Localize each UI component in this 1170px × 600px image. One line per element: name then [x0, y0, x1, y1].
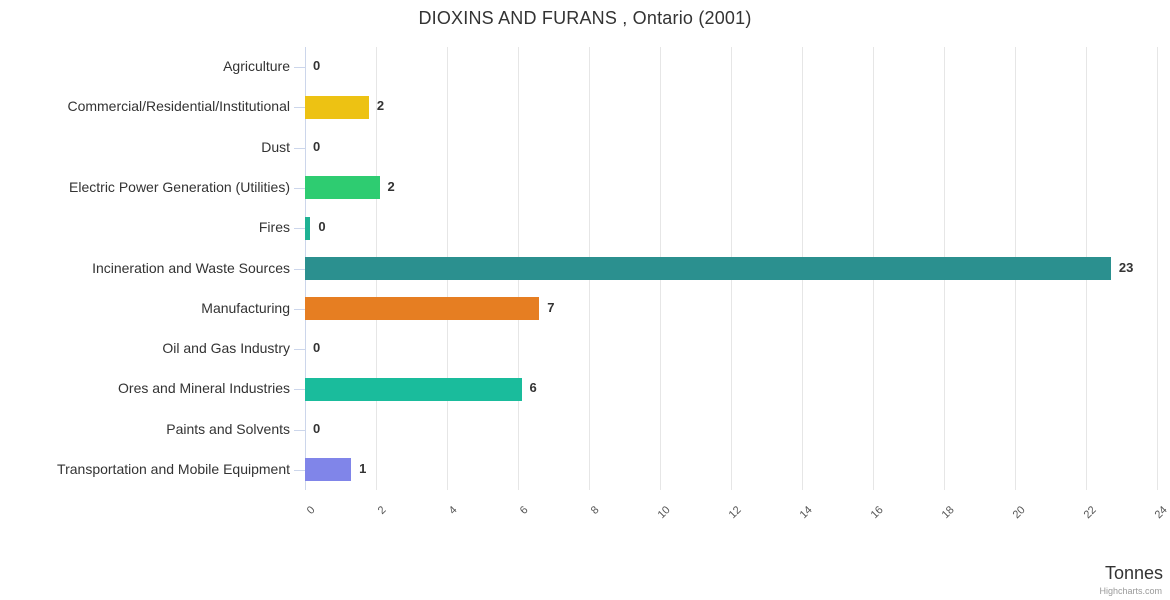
category-label: Paints and Solvents: [166, 420, 290, 437]
data-label: 0: [313, 340, 321, 356]
value-axis-tick-label-text: 14: [797, 504, 815, 522]
bar-manufacturing[interactable]: [305, 297, 540, 321]
category-axis-tick: [294, 228, 305, 230]
highcharts-credits-link[interactable]: Highcharts.com: [1099, 586, 1162, 596]
category-label: Electric Power Generation (Utilities): [69, 178, 290, 195]
value-axis-tick-label-text: 6: [517, 504, 531, 517]
data-label: 0: [318, 219, 326, 235]
category-axis-tick: [294, 389, 305, 391]
value-axis-tick-label-text: 10: [655, 504, 673, 522]
category-axis-tick: [294, 147, 305, 149]
data-label: 7: [547, 299, 555, 315]
data-label: 23: [1118, 259, 1134, 275]
value-axis-tick-label-text: 24: [1152, 504, 1170, 522]
gridline: [1157, 47, 1158, 490]
category-label: Dust: [261, 138, 290, 155]
category-axis-tick: [294, 308, 305, 310]
data-label: 1: [359, 460, 367, 476]
value-axis-tick-label-text: 8: [588, 504, 602, 517]
category-axis-tick: [294, 429, 305, 431]
category-label: Incineration and Waste Sources: [92, 259, 290, 276]
category-label: Agriculture: [223, 58, 290, 75]
value-axis-tick-label-text: 20: [1010, 504, 1028, 522]
category-label: Fires: [258, 219, 290, 236]
bar-commercial-residential-institutional[interactable]: [305, 95, 369, 119]
category-label: Transportation and Mobile Equipment: [57, 460, 290, 477]
category-axis-tick: [294, 268, 305, 270]
category-axis-tick: [294, 349, 305, 351]
value-axis-tick-label-text: 4: [446, 504, 460, 517]
category-label: Ores and Mineral Industries: [118, 380, 290, 397]
data-label: 2: [387, 178, 395, 194]
category-axis-tick: [294, 469, 305, 471]
data-label: 0: [313, 58, 321, 74]
category-axis-tick: [294, 67, 305, 69]
value-axis-tick-label-text: 0: [304, 504, 318, 517]
bar-incineration-and-waste-sources[interactable]: [305, 257, 1111, 280]
value-axis-tick-label-text: 18: [939, 504, 957, 522]
bar-transportation-and-mobile-equipment[interactable]: [305, 458, 352, 482]
category-axis-tick: [294, 107, 305, 109]
bar-fires[interactable]: [305, 216, 311, 240]
data-label: 6: [529, 380, 537, 396]
value-axis-tick-label-text: 12: [726, 504, 744, 522]
value-axis-tick-label-text: 2: [375, 504, 389, 517]
category-axis-tick: [294, 187, 305, 189]
category-label: Commercial/Residential/Institutional: [67, 98, 290, 115]
data-label: 0: [313, 138, 321, 154]
value-axis-tick-label-text: 22: [1081, 504, 1099, 522]
category-label: Manufacturing: [201, 299, 290, 316]
category-label: Oil and Gas Industry: [162, 340, 290, 357]
data-label: 0: [313, 420, 321, 436]
bar-electric-power-generation-utilities-[interactable]: [305, 176, 380, 200]
value-axis-title: Tonnes: [1104, 563, 1163, 583]
chart-title: DIOXINS AND FURANS , Ontario (2001): [418, 8, 752, 28]
data-label: 2: [376, 98, 385, 114]
bar-ores-and-mineral-industries[interactable]: [305, 377, 522, 401]
value-axis-tick-label-text: 16: [868, 504, 886, 522]
